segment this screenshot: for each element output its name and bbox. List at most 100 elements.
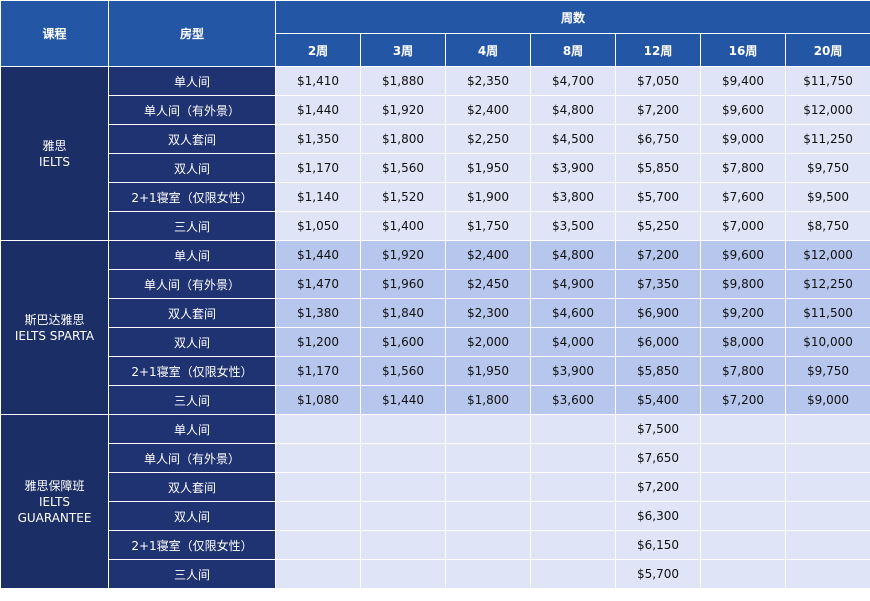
price-cell: $5,700 <box>615 559 701 589</box>
price-cell: $1,560 <box>360 356 446 386</box>
data-row: 单人间（有外景） $1,440 $1,920 $2,400 $4,800 $7,200 $9… <box>1 95 870 125</box>
price-cell: $7,350 <box>615 269 701 299</box>
price-cell: $12,000 <box>784 240 870 270</box>
price-cell <box>530 443 616 473</box>
room-cell: 单人间 <box>108 66 276 96</box>
price-cell <box>360 559 446 589</box>
room-cell: 双人间 <box>108 501 276 531</box>
data-row: 三人间 $1,050 $1,400 $1,750 $3,500 $5,250 $7,000 $… <box>1 211 870 241</box>
price-cell: $2,300 <box>445 298 531 328</box>
room-cell: 三人间 <box>108 211 276 241</box>
data-row: 斯巴达雅思 IELTS SPARTA 单人间 $1,440 $1,920 $2,400 $4… <box>0 240 870 415</box>
price-cell: $1,170 <box>275 153 361 183</box>
price-cell: $1,920 <box>360 95 446 125</box>
room-cell: 双人套间 <box>108 472 276 502</box>
data-row: 2+1寝室（仅限女性） $1,170 $1,560 $1,950 $3,900 $5,85… <box>1 356 870 386</box>
header-row: 课程 房型 周数 <box>0 0 870 67</box>
room-header: 房型 <box>108 0 276 67</box>
week-header: 3周 <box>360 33 446 67</box>
price-cell: $11,250 <box>784 124 870 154</box>
price-cell: $6,300 <box>615 501 701 531</box>
price-cell: $9,750 <box>784 153 870 183</box>
price-cell: $1,600 <box>360 327 446 357</box>
price-cell: $3,900 <box>530 153 616 183</box>
price-cell: $5,850 <box>615 356 701 386</box>
course-label: IELTS <box>38 154 71 169</box>
price-cell: $1,950 <box>445 356 531 386</box>
price-cell: $3,800 <box>530 182 616 212</box>
data-row: 单人间（有外景） $7,650 <box>1 443 870 473</box>
data-row: 雅思保障班 IELTS GUARANTEE 单人间 $7,500 <box>0 414 870 589</box>
course-cell: 斯巴达雅思 IELTS SPARTA <box>0 240 109 415</box>
price-cell: $7,200 <box>615 240 701 270</box>
course-label: GUARANTEE <box>17 510 92 525</box>
price-cell: $5,700 <box>615 182 701 212</box>
price-cell <box>445 530 531 560</box>
price-cell: $4,000 <box>530 327 616 357</box>
price-cell <box>784 559 870 589</box>
price-cell: $9,750 <box>784 356 870 386</box>
price-cell: $4,500 <box>530 124 616 154</box>
data-row: 双人间 $1,170 $1,560 $1,950 $3,900 $5,850 $7,800 $… <box>1 153 870 183</box>
week-header: 20周 <box>784 33 870 67</box>
price-cell <box>530 472 616 502</box>
price-cell: $1,440 <box>360 385 446 415</box>
price-cell: $2,400 <box>445 95 531 125</box>
course-label: 雅思 <box>42 138 67 153</box>
price-cell <box>445 472 531 502</box>
price-cell: $4,800 <box>530 240 616 270</box>
price-cell: $1,800 <box>445 385 531 415</box>
data-row: 三人间 $5,700 <box>1 559 870 589</box>
price-cell: $3,600 <box>530 385 616 415</box>
course-label: 雅思保障班 <box>24 478 85 493</box>
price-cell: $6,150 <box>615 530 701 560</box>
price-cell: $7,200 <box>615 95 701 125</box>
price-cell: $1,350 <box>275 124 361 154</box>
price-cell: $1,560 <box>360 153 446 183</box>
price-cell: $12,000 <box>784 95 870 125</box>
data-row: 雅思 IELTS 单人间 $1,410 $1,880 $2,350 $4,700 $7,050… <box>0 66 870 241</box>
price-cell: $10,000 <box>784 327 870 357</box>
price-cell <box>784 443 870 473</box>
price-cell: $2,250 <box>445 124 531 154</box>
price-cell: $9,600 <box>700 95 786 125</box>
room-cell: 单人间（有外景） <box>108 443 276 473</box>
price-cell: $1,140 <box>275 182 361 212</box>
price-cell <box>700 530 786 560</box>
price-cell <box>445 559 531 589</box>
price-cell: $4,800 <box>530 95 616 125</box>
room-cell: 单人间 <box>108 414 276 444</box>
price-cell <box>360 414 446 444</box>
course-label: 斯巴达雅思 <box>24 312 85 327</box>
price-cell <box>784 472 870 502</box>
week-header: 12周 <box>615 33 701 67</box>
data-row: 双人套间 $1,350 $1,800 $2,250 $4,500 $6,750 $9,000… <box>1 124 870 154</box>
price-cell: $7,800 <box>700 356 786 386</box>
price-cell: $8,000 <box>700 327 786 357</box>
price-cell: $7,050 <box>615 66 701 96</box>
price-cell: $7,000 <box>700 211 786 241</box>
price-cell: $2,400 <box>445 240 531 270</box>
data-row: 2+1寝室（仅限女性） $1,140 $1,520 $1,900 $3,800 $5,70… <box>1 182 870 212</box>
room-cell: 三人间 <box>108 559 276 589</box>
price-cell: $1,170 <box>275 356 361 386</box>
room-cell: 2+1寝室（仅限女性） <box>108 182 276 212</box>
room-cell: 双人间 <box>108 153 276 183</box>
course-label: IELTS <box>38 494 71 509</box>
price-cell <box>275 414 361 444</box>
price-cell <box>530 530 616 560</box>
week-header: 16周 <box>700 33 786 67</box>
price-cell: $1,520 <box>360 182 446 212</box>
price-cell <box>360 501 446 531</box>
price-cell: $1,900 <box>445 182 531 212</box>
course-cell: 雅思 IELTS <box>0 66 109 241</box>
price-cell: $5,850 <box>615 153 701 183</box>
price-cell: $9,800 <box>700 269 786 299</box>
room-cell: 三人间 <box>108 385 276 415</box>
price-cell: $9,400 <box>700 66 786 96</box>
price-cell <box>530 414 616 444</box>
price-cell: $1,050 <box>275 211 361 241</box>
price-cell: $4,700 <box>530 66 616 96</box>
room-cell: 双人套间 <box>108 298 276 328</box>
